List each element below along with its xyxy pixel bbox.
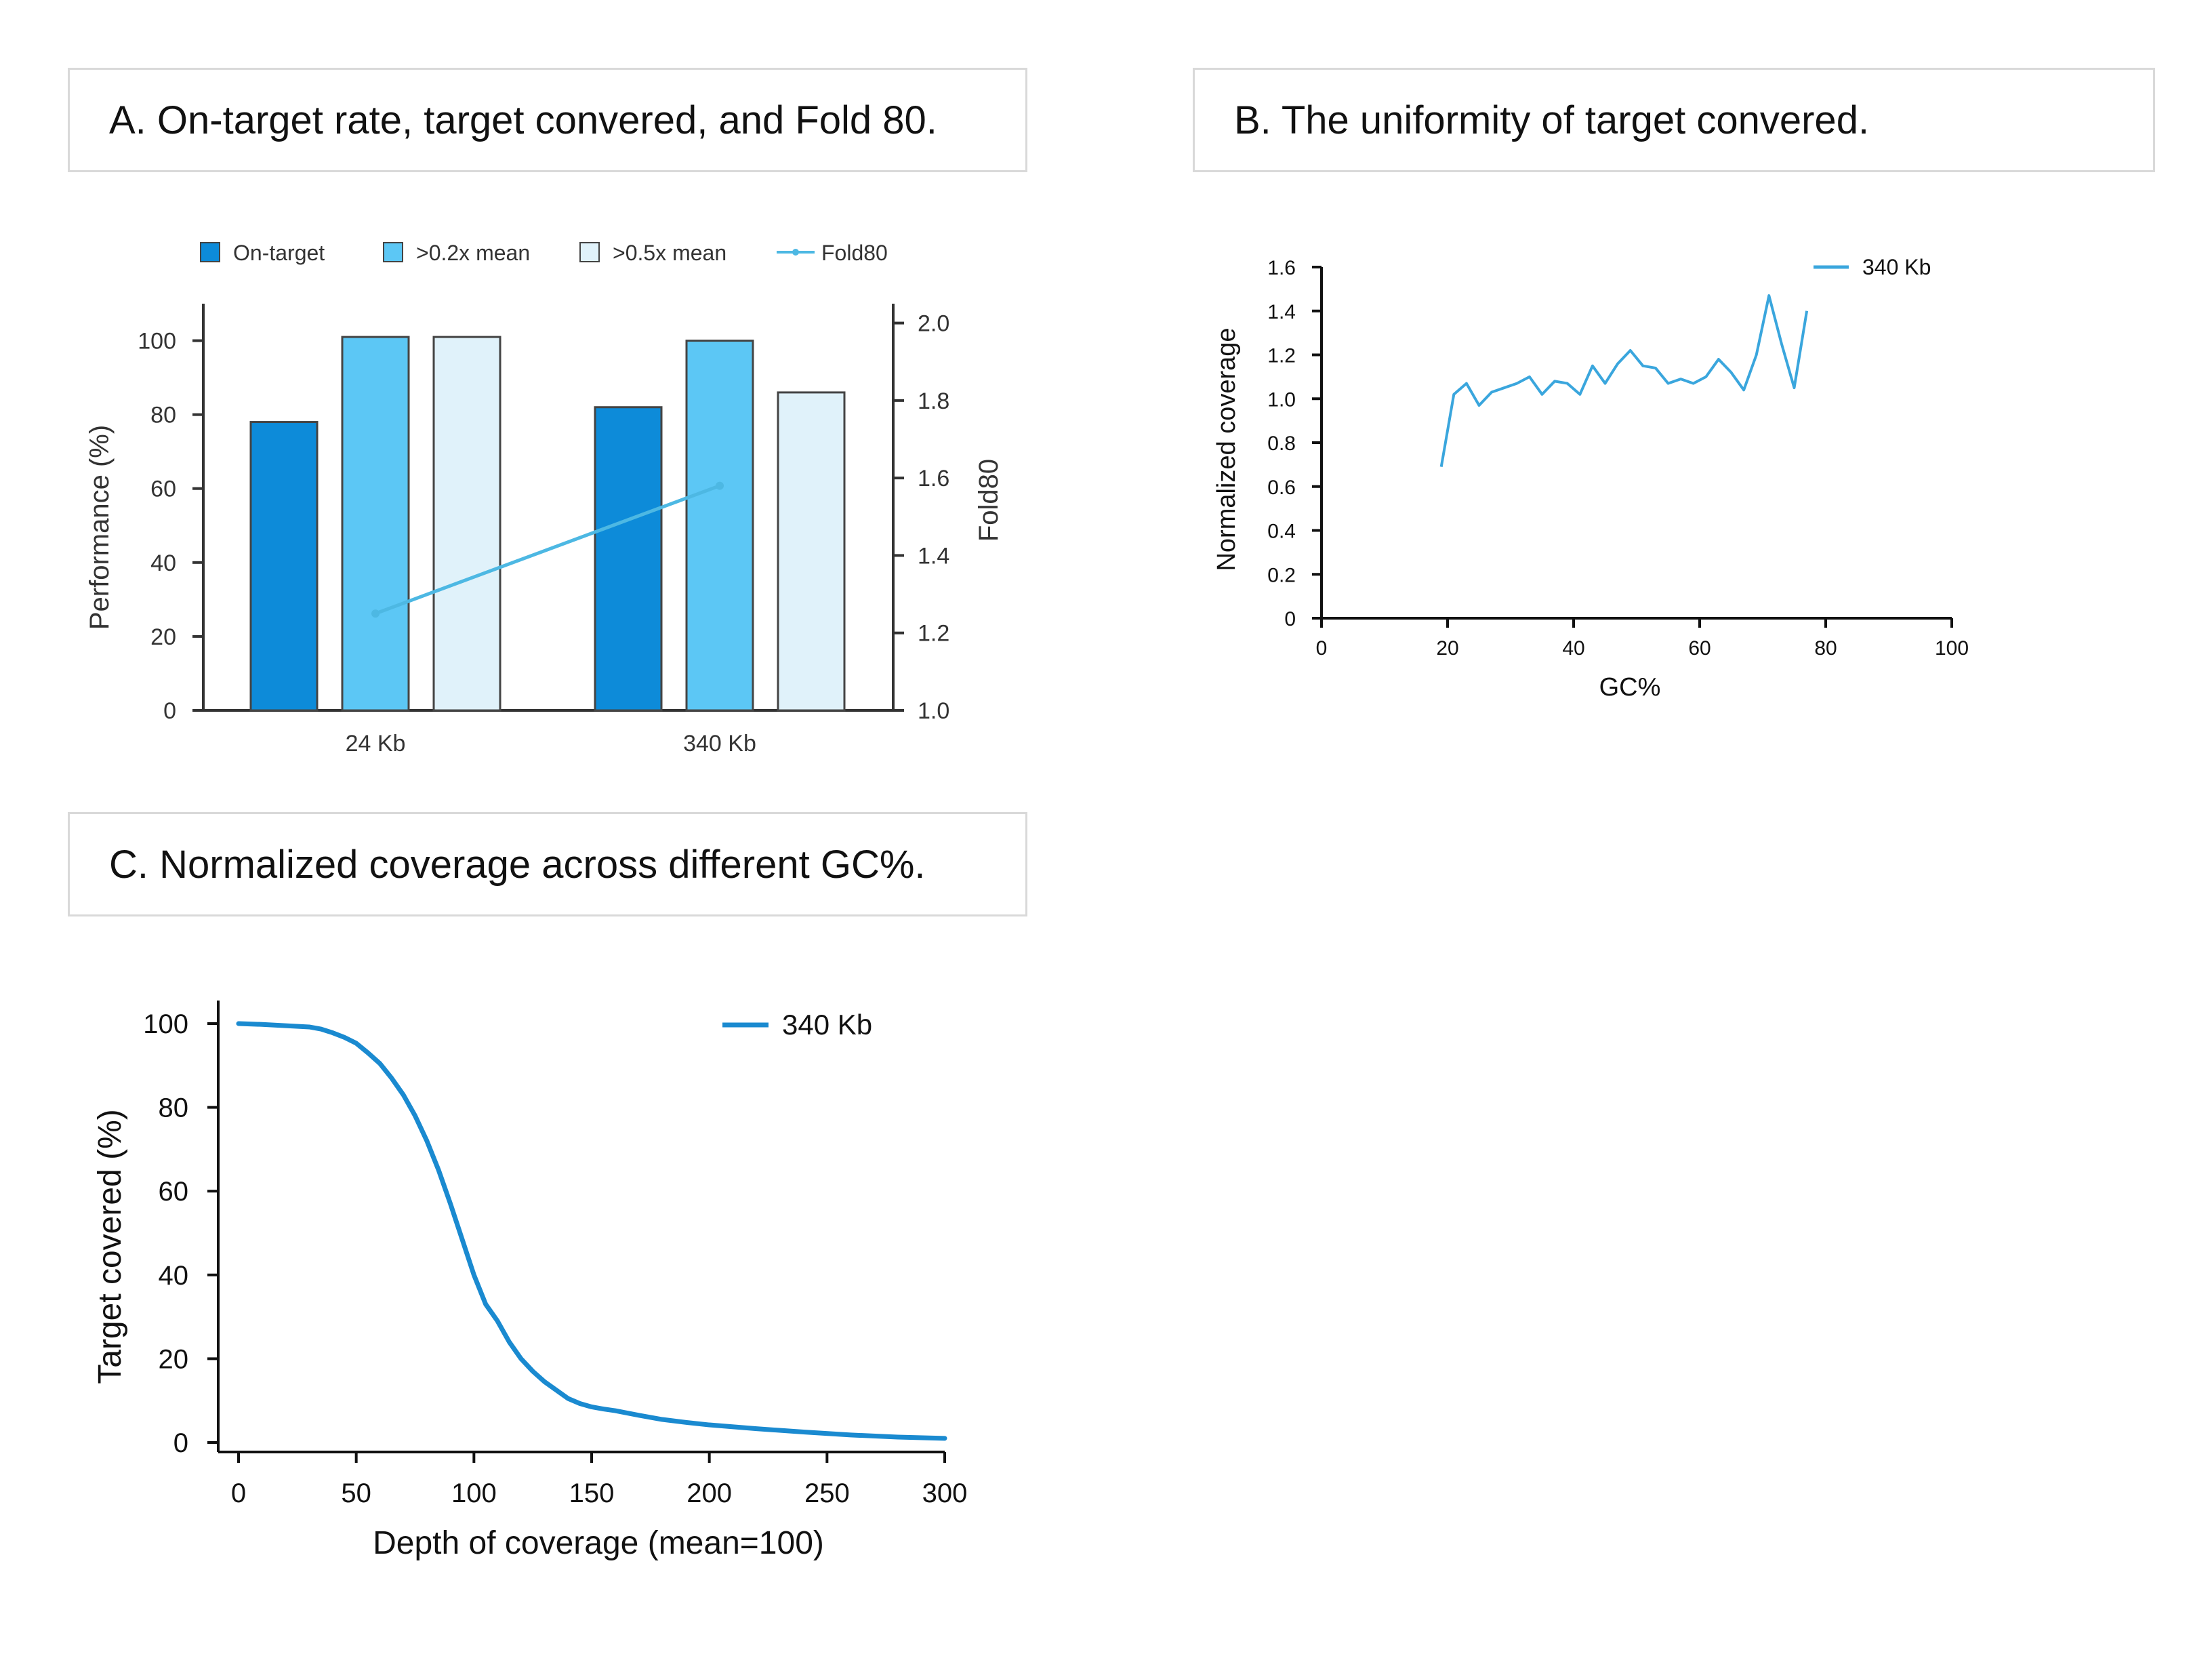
chart-b-ylabel: Normalized coverage: [1212, 327, 1241, 571]
chart-b-xlabel: GC%: [1599, 673, 1661, 702]
chart-c-ytick-label: 20: [159, 1344, 189, 1374]
panel-b-title-text: B. The uniformity of target convered.: [1234, 98, 1870, 142]
chart-b-ytick-label: 1.6: [1267, 257, 1296, 279]
chart-a-ylabel: Performance (%): [85, 425, 115, 630]
chart-c-xtick-label: 200: [687, 1478, 732, 1508]
chart-c-xlabel: Depth of coverage (mean=100): [373, 1525, 824, 1561]
chart-c-xtick-label: 150: [569, 1478, 615, 1508]
panel-b-title: B. The uniformity of target convered.: [1193, 68, 2155, 172]
panel-a-title-text: A. On-target rate, target convered, and …: [109, 98, 937, 142]
chart-a-legend-label: >0.5x mean: [613, 241, 726, 265]
chart-a-xtick-label: 340 Kb: [683, 731, 756, 757]
chart-a-xtick-label: 24 Kb: [346, 731, 406, 757]
chart-a-ytick-label: 40: [150, 550, 176, 576]
chart-b-ytick-label: 1.2: [1267, 345, 1296, 367]
chart-c-legend-label: 340 Kb: [782, 1009, 872, 1041]
chart-c-xtick-label: 0: [231, 1478, 246, 1508]
chart-a-legend-swatch: [200, 242, 220, 262]
chart-a-y2tick-label: 1.2: [918, 621, 949, 647]
chart-b-legend-label: 340 Kb: [1862, 255, 1931, 279]
chart-c-ytick-label: 40: [159, 1261, 189, 1291]
chart-a-legend-label: >0.2x mean: [416, 241, 530, 265]
chart-a-y2tick-label: 1.4: [918, 543, 949, 569]
chart-a-bar: [341, 336, 410, 712]
chart-b-xtick-label: 0: [1316, 637, 1328, 660]
chart-c-series-line: [236, 1021, 947, 1441]
chart-a-y2tick-label: 1.8: [918, 388, 949, 414]
chart-b-xtick-label: 20: [1436, 637, 1458, 660]
panel-c-title: C. Normalized coverage across different …: [68, 812, 1027, 916]
chart-a-ytick-label: 60: [150, 477, 176, 502]
chart-c-ytick-label: 0: [173, 1428, 188, 1458]
chart-a-ytick-label: 80: [150, 403, 176, 428]
chart-b-ytick-label: 1.0: [1267, 388, 1296, 411]
chart-a-fold80-point: [716, 481, 724, 490]
chart-a-legend-label: On-target: [233, 241, 325, 265]
chart-a-ytick-label: 100: [138, 329, 176, 355]
chart-a-ytick-label: 0: [163, 698, 176, 724]
chart-a-bar: [685, 340, 754, 712]
chart-a-y2tick-label: 1.0: [918, 698, 949, 724]
chart-c-ytick-label: 60: [159, 1177, 189, 1207]
chart-c-ylabel: Target covered (%): [92, 1109, 128, 1384]
panel-a-title: A. On-target rate, target convered, and …: [68, 68, 1027, 172]
chart-a-bar: [594, 406, 663, 712]
chart-a-ytick-label: 20: [150, 624, 176, 650]
chart-a-legend-swatch: [383, 242, 403, 262]
panel-c-title-text: C. Normalized coverage across different …: [109, 842, 926, 887]
chart-a-legend-swatch: [579, 242, 600, 262]
chart-b-ytick-label: 0.8: [1267, 432, 1296, 455]
chart-b-xtick-label: 60: [1688, 637, 1711, 660]
chart-a-bar: [777, 391, 846, 712]
chart-b-series-line: [1439, 294, 1809, 467]
chart-b-ytick-label: 0: [1284, 608, 1296, 630]
chart-a-legend-marker: [792, 249, 799, 256]
chart-a-bar: [249, 421, 319, 712]
chart-b-ytick-label: 0.4: [1267, 521, 1296, 543]
chart-c-ytick-label: 100: [143, 1009, 188, 1039]
chart-b-xtick-label: 40: [1562, 637, 1584, 660]
chart-b-xtick-label: 80: [1814, 637, 1837, 660]
chart-c-ytick-label: 80: [159, 1093, 189, 1123]
chart-b-ytick-label: 1.4: [1267, 301, 1296, 323]
chart-c-xtick-label: 250: [804, 1478, 850, 1508]
chart-a-y2tick-label: 2.0: [918, 311, 949, 337]
chart-b-ytick-label: 0.2: [1267, 564, 1296, 586]
chart-c-xtick-label: 300: [922, 1478, 968, 1508]
chart-a-y2label: Fold80: [974, 459, 1004, 542]
chart-b-xtick-label: 100: [1935, 637, 1969, 660]
chart-b-ytick-label: 0.6: [1267, 477, 1296, 499]
chart-a-y2tick-label: 1.6: [918, 466, 949, 491]
chart-c-xtick-label: 50: [341, 1478, 371, 1508]
chart-c-xtick-label: 100: [451, 1478, 497, 1508]
chart-a-legend-label: Fold80: [821, 241, 888, 265]
chart-a-fold80-line: [375, 484, 720, 616]
chart-a-bar: [432, 336, 501, 712]
chart-a-fold80-point: [371, 609, 380, 618]
